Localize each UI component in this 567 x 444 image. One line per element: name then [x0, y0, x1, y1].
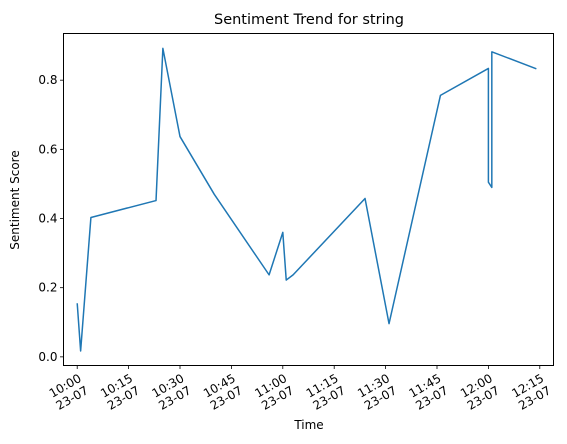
series-layer — [76, 47, 537, 352]
y-tick-label: 0.4 — [38, 212, 57, 226]
x-axis-label: Time — [293, 418, 323, 432]
y-axis: 0.0 0.2 0.4 0.6 0.8 — [38, 73, 64, 364]
y-tick-label: 0.8 — [38, 73, 57, 87]
y-tick-label: 0.6 — [38, 142, 57, 156]
series-line — [76, 47, 537, 352]
y-tick-label: 0.0 — [38, 350, 57, 364]
y-axis-label: Sentiment Score — [8, 150, 22, 249]
y-tick-label: 0.2 — [38, 281, 57, 295]
plot-frame — [63, 33, 554, 366]
chart-title: Sentiment Trend for string — [214, 12, 404, 28]
plot-area — [63, 33, 554, 366]
